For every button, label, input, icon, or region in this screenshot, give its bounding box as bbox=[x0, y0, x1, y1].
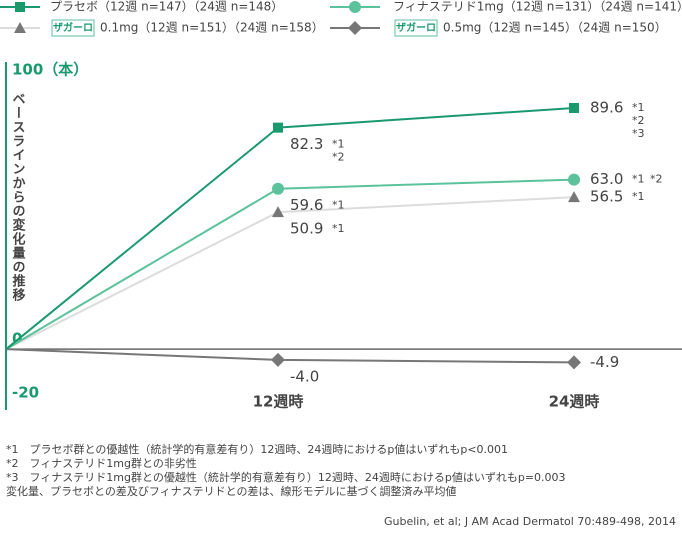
y-tick-label: 0 bbox=[12, 330, 22, 348]
legend-marker bbox=[348, 21, 362, 35]
note-mark: *1 bbox=[632, 101, 645, 114]
footnote: 変化量、プラセボとの差及びフィナステリドとの差は、線形モデルに基づく調整済み平均… bbox=[6, 484, 457, 498]
y-axis-title: ベースラインからの変化量の推移 bbox=[10, 92, 26, 302]
note-mark: *1 bbox=[332, 222, 345, 235]
series-line bbox=[5, 348, 575, 364]
footnote: *3 フィナステリド1mg群との優越性（統計学的有意差有り）12週時、24週時に… bbox=[6, 470, 566, 484]
legend-label: 0.1mg（12週 n=151）（24週 n=158） bbox=[100, 21, 324, 35]
note-mark: *1 bbox=[632, 173, 645, 186]
note-mark: *1 bbox=[332, 138, 345, 151]
footnote: *2 フィナステリド1mg群との非劣性 bbox=[6, 456, 197, 470]
legend-marker bbox=[349, 1, 361, 13]
source: Gubelin, et al; J AM Acad Dermatol 70:48… bbox=[384, 515, 676, 528]
legend-badge-box bbox=[51, 19, 95, 37]
y-tick-label: -20 bbox=[12, 384, 39, 402]
legend-badge: ザガーロ bbox=[53, 21, 93, 34]
note-mark: *2 bbox=[632, 114, 645, 127]
value-label: 50.9 bbox=[290, 220, 323, 238]
legend-marker bbox=[15, 2, 25, 12]
note-mark: *1 bbox=[332, 199, 345, 212]
x-tick-label: 12週時 bbox=[253, 393, 304, 411]
value-label: -4.9 bbox=[590, 353, 619, 371]
legend-badge-box bbox=[394, 19, 438, 37]
note-mark: *1 bbox=[632, 190, 645, 203]
legend-label: フィナステリド1mg（12週 n=131）（24週 n=141） bbox=[393, 0, 682, 14]
value-label: 63.0 bbox=[590, 170, 623, 188]
legend-label: プラセボ（12週 n=147）（24週 n=148） bbox=[50, 0, 283, 14]
legend-badge: ザガーロ bbox=[396, 21, 436, 34]
marker bbox=[567, 355, 581, 370]
legend-label: 0.5mg（12週 n=145）（24週 n=150） bbox=[443, 21, 667, 35]
marker bbox=[568, 173, 580, 186]
value-label: 82.3 bbox=[290, 135, 323, 153]
marker bbox=[569, 102, 579, 113]
value-label: 56.5 bbox=[590, 188, 623, 206]
legend-marker bbox=[14, 22, 26, 33]
value-label: 59.6 bbox=[290, 196, 323, 214]
value-label: -4.0 bbox=[290, 367, 319, 385]
marker bbox=[272, 182, 284, 195]
marker bbox=[273, 122, 283, 133]
note-mark: *2 bbox=[650, 173, 663, 186]
footnote: *1 プラセボ群との優越性（統計学的有意差有り）12週時、24週時におけるp値は… bbox=[6, 442, 508, 456]
x-tick-label: 24週時 bbox=[549, 393, 600, 411]
value-label: 89.6 bbox=[590, 98, 623, 116]
marker bbox=[271, 352, 285, 367]
marker bbox=[272, 206, 284, 218]
note-mark: *2 bbox=[332, 151, 345, 164]
y-tick-label: 100（本） bbox=[12, 61, 88, 79]
marker bbox=[568, 191, 580, 203]
note-mark: *3 bbox=[632, 127, 645, 140]
